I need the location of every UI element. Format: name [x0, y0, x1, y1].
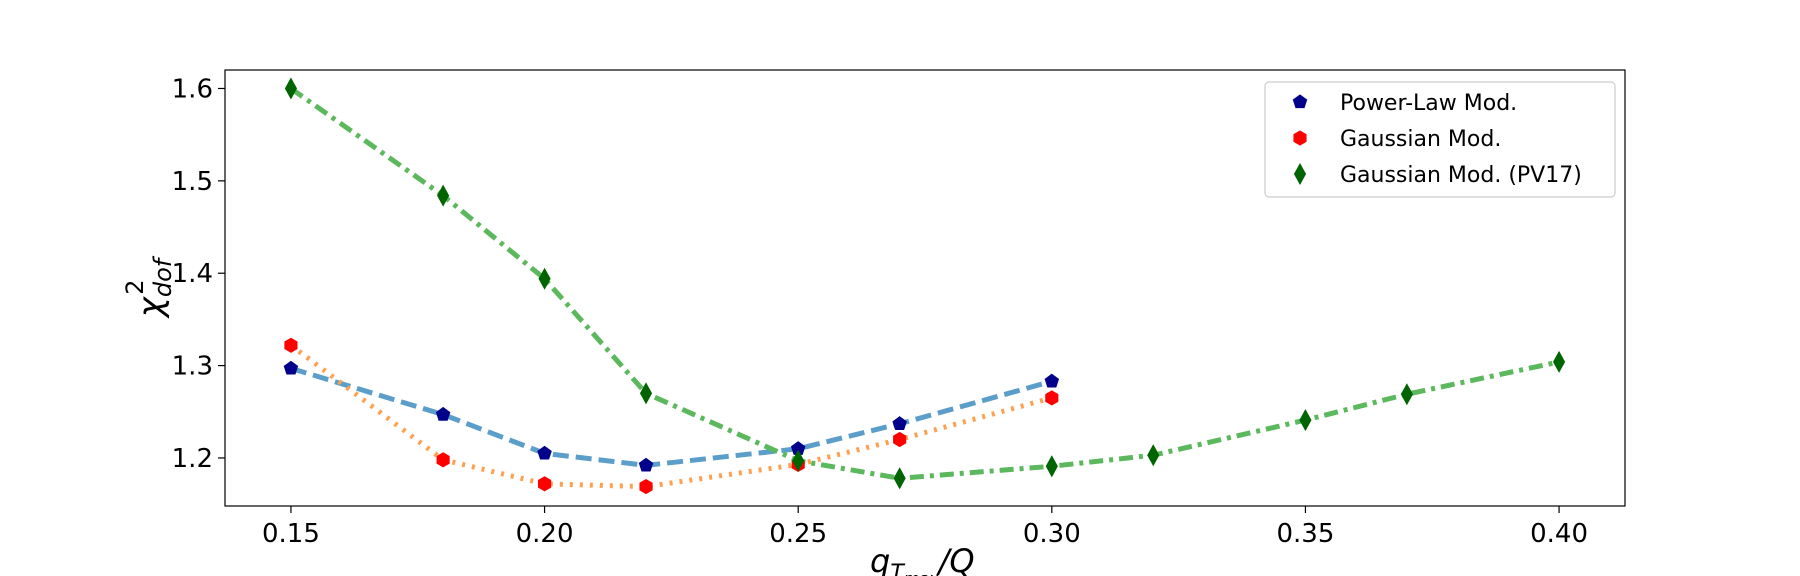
y-axis-label: χdof2	[121, 255, 177, 319]
x-tick-label: 0.40	[1530, 519, 1588, 549]
series-line-gaussian-pv17	[289, 86, 1560, 481]
data-point-gaussian-pv17	[437, 184, 450, 207]
data-point-gaussian	[893, 431, 907, 448]
svg-text:χdof2: χdof2	[121, 255, 177, 319]
legend-marker-gaussian	[1293, 130, 1307, 146]
data-point-gaussian	[639, 479, 653, 495]
series-markers	[283, 77, 1566, 495]
y-axis-label-main: χ	[131, 295, 171, 319]
legend-label-power-law: Power-Law Mod.	[1340, 91, 1517, 116]
data-point-power-law	[537, 445, 552, 460]
x-axis-label-main: q	[870, 542, 890, 576]
y-axis-label-sup: 2	[121, 279, 149, 294]
svg-text:qTmax/Q: qTmax/Q	[870, 542, 975, 576]
data-point-power-law	[283, 360, 299, 375]
data-point-gaussian-pv17	[893, 467, 906, 490]
data-point-gaussian	[284, 337, 298, 353]
legend-marker-power-law	[1292, 94, 1308, 109]
x-tick-label: 0.35	[1276, 519, 1334, 549]
data-point-gaussian-pv17	[538, 267, 551, 290]
x-axis-label: qTmax/Q	[870, 542, 975, 576]
y-tick-label: 1.4	[172, 259, 213, 289]
legend-box	[1264, 81, 1616, 198]
legend-markers	[1292, 94, 1308, 186]
data-point-power-law	[638, 457, 654, 472]
x-tick-label: 0.25	[769, 519, 827, 549]
legend-marker-gaussian-pv17	[1293, 162, 1307, 186]
data-point-gaussian-pv17	[1400, 383, 1413, 406]
data-point-gaussian-pv17	[284, 77, 298, 100]
y-tick-label: 1.3	[172, 352, 213, 382]
x-tick-label: 0.30	[1023, 519, 1081, 549]
y-tick-label: 1.6	[172, 74, 213, 104]
data-point-gaussian-pv17	[639, 382, 653, 405]
x-axis-label-sub: T	[890, 561, 905, 576]
data-point-gaussian-pv17	[792, 449, 805, 472]
data-point-gaussian	[436, 452, 450, 468]
axis-ticks: 0.15 0.20 0.25 0.30 0.35 0.40 1.2 1.3 1.4 1.5 1.6	[172, 74, 1588, 549]
data-point-gaussian-pv17	[1045, 455, 1058, 478]
data-point-gaussian	[538, 476, 552, 492]
x-axis-label-rest: /Q	[936, 542, 975, 576]
data-point-power-law	[435, 406, 451, 421]
legend-label-gaussian-pv17: Gaussian Mod. (PV17)	[1340, 163, 1582, 188]
data-point-power-law	[892, 416, 907, 430]
y-tick-label: 1.5	[172, 167, 213, 197]
data-point-gaussian	[1045, 390, 1059, 406]
y-axis-label-sub: dof	[149, 255, 177, 297]
x-tick-label: 0.20	[516, 519, 574, 549]
data-point-gaussian-pv17	[1299, 409, 1312, 432]
data-point-power-law	[1044, 373, 1060, 388]
legend-label-gaussian: Gaussian Mod.	[1340, 127, 1501, 152]
legend: Power-Law Mod. Gaussian Mod. Gaussian Mo…	[1264, 81, 1616, 198]
x-axis-label-subsub: max	[904, 569, 939, 576]
data-point-gaussian-pv17	[1552, 350, 1566, 373]
data-point-gaussian-pv17	[1147, 444, 1160, 467]
y-tick-label: 1.2	[172, 444, 213, 474]
x-tick-label: 0.15	[262, 519, 320, 549]
